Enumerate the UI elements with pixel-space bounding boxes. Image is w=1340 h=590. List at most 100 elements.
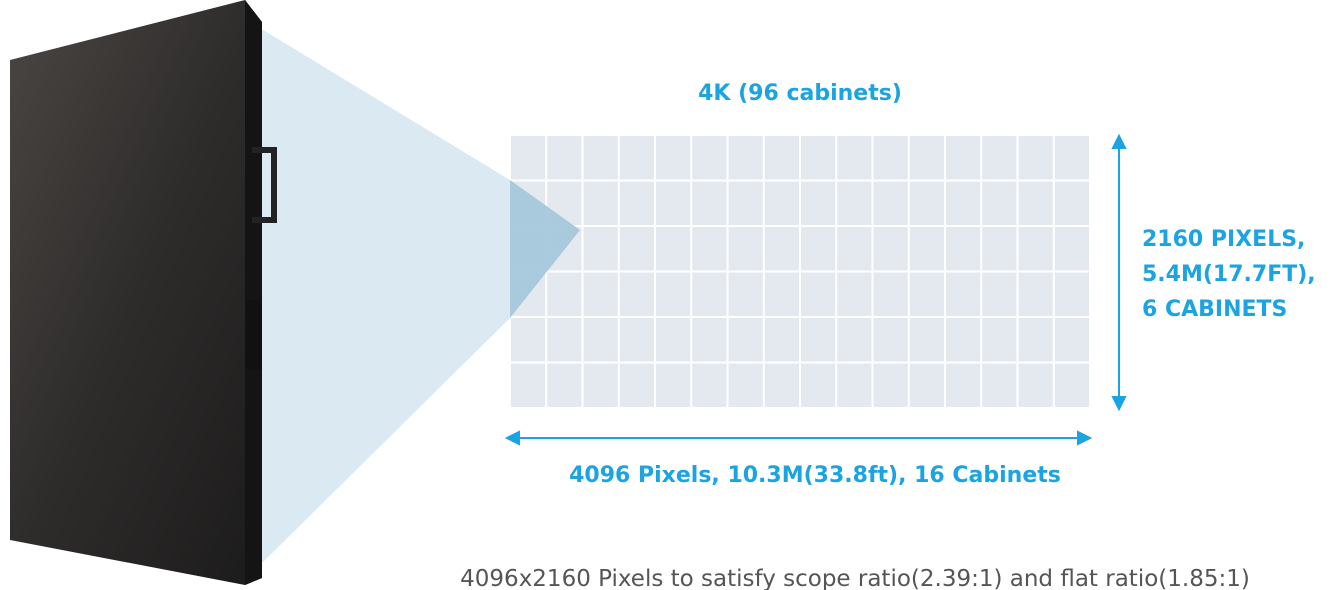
grid-cell xyxy=(982,182,1016,226)
grid-cell xyxy=(620,318,654,362)
grid-cell xyxy=(656,182,690,226)
grid-cell xyxy=(874,227,908,271)
grid-cell xyxy=(765,364,799,408)
grid-cell xyxy=(874,136,908,180)
diagram: 4K (96 cabinets) 2160 PIXELS, 5.4M(17.7F… xyxy=(0,0,1340,590)
grid-cell xyxy=(910,273,944,317)
grid-cell xyxy=(837,227,871,271)
height-label: 6 CABINETS xyxy=(1142,297,1287,322)
grid-cell xyxy=(511,318,545,362)
grid-cell xyxy=(765,273,799,317)
led-cabinet xyxy=(10,0,262,585)
grid-cell xyxy=(584,364,618,408)
grid-cell xyxy=(982,364,1016,408)
grid-cell xyxy=(620,182,654,226)
grid-cell xyxy=(801,273,835,317)
grid-cell xyxy=(910,364,944,408)
grid-cell xyxy=(982,318,1016,362)
grid-cell xyxy=(801,227,835,271)
grid-cell xyxy=(692,136,726,180)
grid-cell xyxy=(946,182,980,226)
width-label: 4096 Pixels, 10.3M(33.8ft), 16 Cabinets xyxy=(569,463,1061,488)
grid-cell xyxy=(511,136,545,180)
grid-cell xyxy=(729,318,763,362)
page: {"title": "4K (96 cabinets)", "height_la… xyxy=(0,0,1340,590)
grid-cell xyxy=(874,318,908,362)
grid-cell xyxy=(692,364,726,408)
grid-cell xyxy=(584,227,618,271)
grid-cell xyxy=(584,182,618,226)
grid-cell xyxy=(729,136,763,180)
grid-cell xyxy=(837,136,871,180)
grid-cell xyxy=(547,318,581,362)
title: 4K (96 cabinets) xyxy=(698,81,902,106)
cabinet-port xyxy=(246,300,262,370)
grid-cell xyxy=(1019,182,1053,226)
grid-cell xyxy=(946,136,980,180)
grid-cell xyxy=(1055,227,1089,271)
grid-cell xyxy=(692,318,726,362)
grid-cell xyxy=(801,136,835,180)
grid-cell xyxy=(946,364,980,408)
grid-cell xyxy=(946,318,980,362)
grid-cell xyxy=(1019,136,1053,180)
caption: 4096x2160 Pixels to satisfy scope ratio(… xyxy=(460,566,1250,590)
grid-cell xyxy=(656,227,690,271)
grid-cell xyxy=(620,273,654,317)
grid-cell xyxy=(547,364,581,408)
grid-cell xyxy=(692,227,726,271)
grid-cell xyxy=(547,136,581,180)
grid-cell xyxy=(1055,273,1089,317)
grid-cell xyxy=(511,364,545,408)
height-label: 5.4M(17.7FT), xyxy=(1142,262,1316,287)
grid-cell xyxy=(692,182,726,226)
grid-cell xyxy=(765,182,799,226)
grid-cell xyxy=(584,136,618,180)
grid-cell xyxy=(1055,318,1089,362)
grid-cell xyxy=(946,273,980,317)
grid-cell xyxy=(837,182,871,226)
height-arrow xyxy=(1113,136,1125,409)
grid-cell xyxy=(910,318,944,362)
grid-cell xyxy=(765,318,799,362)
cabinet-edge xyxy=(245,0,262,585)
grid-cell xyxy=(1019,273,1053,317)
grid-cell xyxy=(656,136,690,180)
grid-cell xyxy=(874,273,908,317)
grid-cell xyxy=(1055,182,1089,226)
cabinet-grid xyxy=(511,136,1089,407)
grid-cell xyxy=(1019,318,1053,362)
grid-cell xyxy=(801,182,835,226)
grid-cell xyxy=(874,364,908,408)
grid-cell xyxy=(729,227,763,271)
grid-cell xyxy=(837,364,871,408)
grid-cell xyxy=(910,227,944,271)
grid-cell xyxy=(765,227,799,271)
grid-cell xyxy=(801,318,835,362)
grid-cell xyxy=(982,227,1016,271)
grid-cell xyxy=(910,136,944,180)
grid-cell xyxy=(729,364,763,408)
grid-cell xyxy=(620,364,654,408)
grid-cell xyxy=(729,182,763,226)
grid-cell xyxy=(1055,136,1089,180)
grid-cell xyxy=(801,364,835,408)
grid-cell xyxy=(765,136,799,180)
grid-cell xyxy=(1055,364,1089,408)
grid-cell xyxy=(1019,364,1053,408)
height-label: 2160 PIXELS, xyxy=(1142,227,1305,252)
grid-cell xyxy=(1019,227,1053,271)
grid-cell xyxy=(837,273,871,317)
grid-cell xyxy=(874,182,908,226)
grid-cell xyxy=(692,273,726,317)
grid-cell xyxy=(620,136,654,180)
grid-cell xyxy=(982,136,1016,180)
grid-cell xyxy=(982,273,1016,317)
grid-cell xyxy=(620,227,654,271)
grid-cell xyxy=(837,318,871,362)
width-arrow xyxy=(507,432,1090,444)
grid-cell xyxy=(910,182,944,226)
grid-cell xyxy=(656,318,690,362)
grid-cell xyxy=(656,364,690,408)
grid-cell xyxy=(584,318,618,362)
